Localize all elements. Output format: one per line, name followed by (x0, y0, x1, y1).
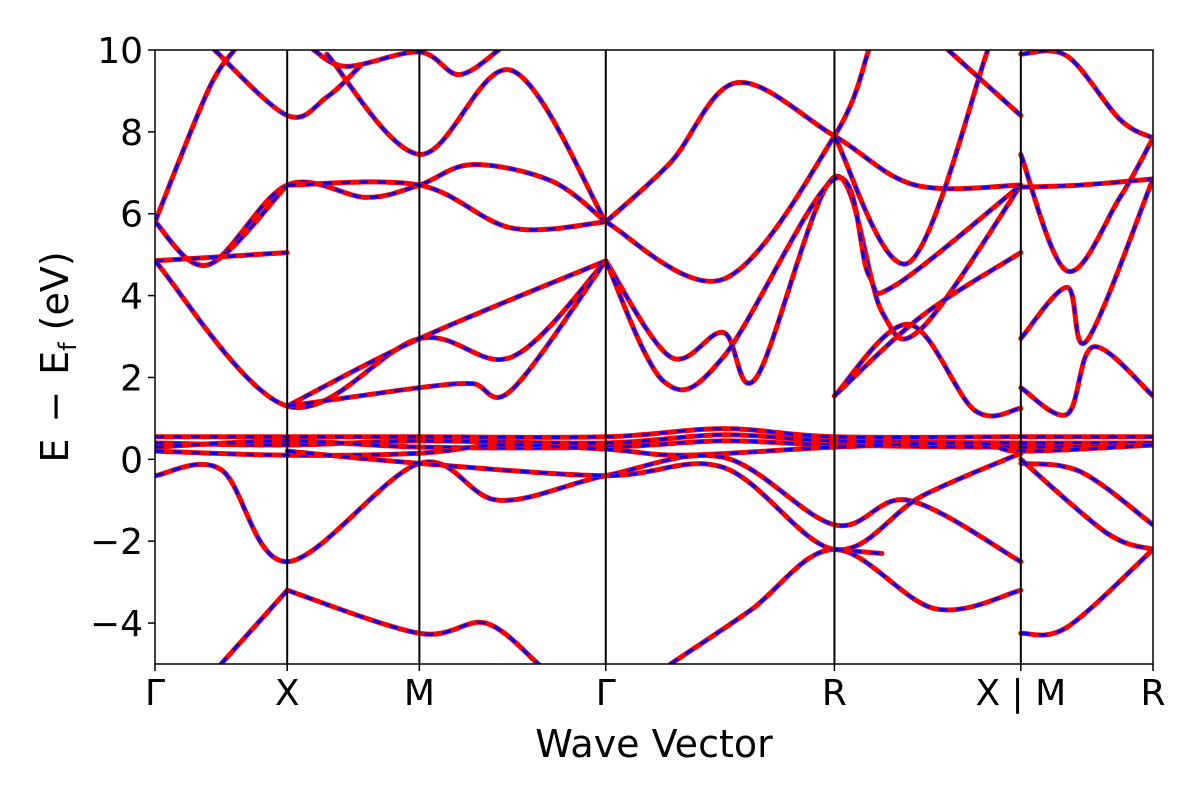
band-line-dashed (325, 53, 608, 223)
band-line-dashed (834, 547, 883, 555)
band-line-dashed (286, 588, 540, 664)
band-line-dashed (605, 50, 871, 283)
y-tick-label: 10 (97, 31, 143, 72)
band-line-dashed (947, 50, 1022, 117)
band-line-dashed (604, 176, 1022, 392)
y-axis-title-ef: E (33, 351, 77, 375)
band-line-dashed (155, 50, 236, 223)
y-axis-title-unit: (eV) (33, 251, 77, 330)
band-line-solid (1018, 546, 1153, 638)
band-line-dashed (604, 174, 1023, 385)
x-tick-label: X | M (975, 673, 1066, 714)
band-line-dashed (286, 259, 608, 408)
x-tick-label: M (404, 673, 435, 714)
band-line-dashed (1019, 458, 1153, 551)
band-line-dashed (1020, 50, 1153, 140)
band-line-solid (155, 250, 290, 264)
band-line-dashed (1019, 178, 1153, 345)
y-tick-label: 8 (120, 113, 143, 154)
band-line-dashed (833, 322, 1022, 418)
band-line-dashed (219, 589, 289, 664)
band-line-dashed (287, 180, 606, 232)
high-symmetry-lines (286, 50, 1022, 664)
band-line-dashed (155, 427, 1153, 439)
y-tick-label: 0 (120, 440, 143, 481)
y-axis-title-minus: − (33, 391, 77, 423)
x-tick-label: R (822, 673, 847, 714)
x-axis-title: Wave Vector (535, 722, 773, 766)
y-axis-title-ef-sub: f (54, 342, 82, 351)
y-axis-title-e: E (33, 439, 77, 463)
plot-frame (154, 49, 1154, 665)
x-tick-label: Γ (145, 673, 165, 714)
band-line-solid (1018, 344, 1153, 418)
y-tick-label: −2 (90, 522, 143, 563)
x-axis-ticks: Γ X M Γ R X | M R (145, 664, 1166, 714)
band-line-solid (831, 250, 1024, 399)
band-line-dashed (213, 50, 361, 119)
y-axis-title: E − Ef (eV) (33, 251, 82, 462)
band-line-dashed (1020, 461, 1153, 527)
x-tick-label: R (1140, 673, 1165, 714)
band-line-dashed (155, 184, 289, 267)
band-line-dashed (1019, 137, 1153, 273)
svg-text:E−Ef(eV): E − Ef (eV) (33, 251, 82, 462)
band-line-dashed (155, 453, 1022, 564)
y-tick-label: 4 (120, 277, 143, 318)
band-line-dashed (604, 81, 1021, 224)
band-line-dashed (1020, 177, 1153, 189)
y-tick-label: 6 (120, 195, 143, 236)
x-tick-label: Γ (596, 673, 616, 714)
band-line-dashed (155, 433, 1153, 447)
y-axis-ticks: −4 −2 0 2 4 6 8 10 (90, 31, 155, 645)
y-tick-label: 2 (120, 358, 143, 399)
x-tick-label: X (275, 673, 300, 714)
band-line-solid (831, 50, 991, 267)
y-tick-label: −4 (90, 604, 143, 645)
